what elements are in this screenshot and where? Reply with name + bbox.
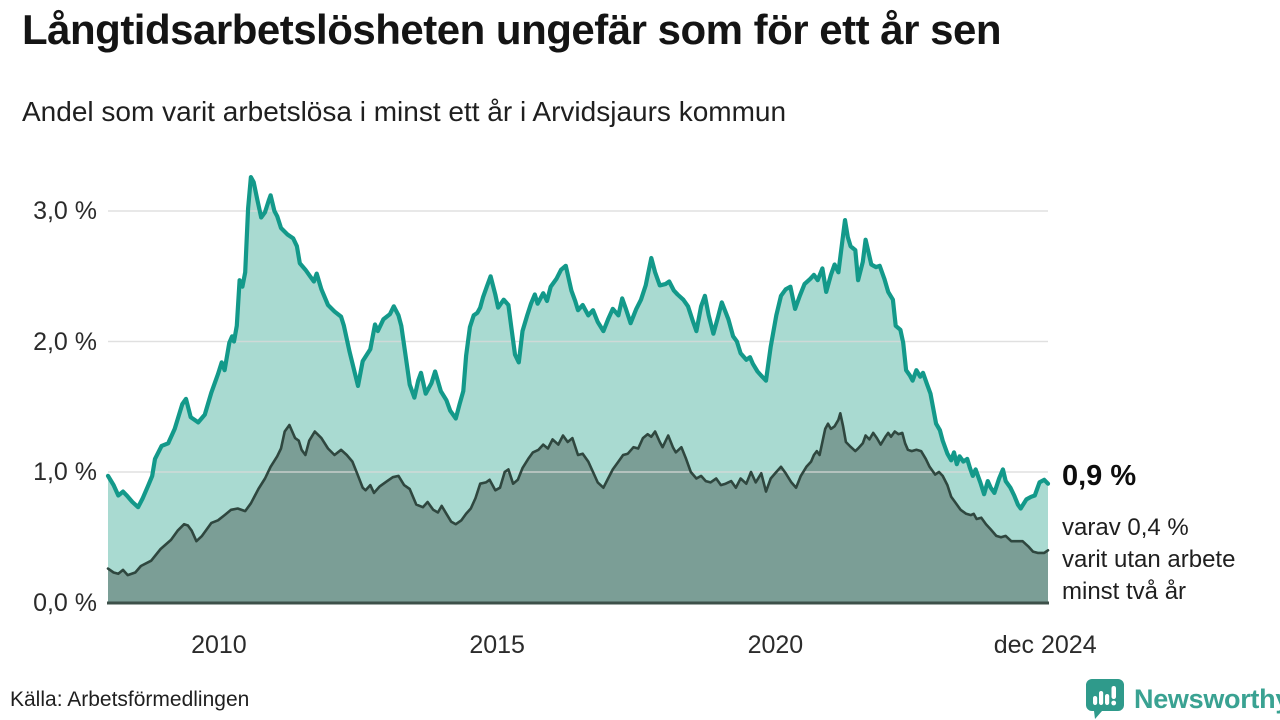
area-fill-min-two-years	[108, 413, 1048, 603]
end-value-detail-line: minst två år	[1062, 578, 1187, 605]
x-tick-label: 2010	[191, 631, 247, 659]
page-title: Långtidsarbetslösheten ungefär som för e…	[22, 6, 1002, 53]
page-subtitle: Andel som varit arbetslösa i minst ett å…	[22, 96, 787, 127]
x-tick-label: 2020	[747, 631, 804, 659]
x-tick-label: dec 2024	[993, 631, 1097, 659]
end-value-label: 0,9 %	[1062, 460, 1137, 492]
bar-chart-speech-bubble-icon	[1086, 679, 1124, 719]
y-tick-label: 3,0 %	[33, 197, 97, 225]
newsworthy-logo: Newsworthy	[1085, 678, 1280, 720]
brand-name: Newsworthy	[1134, 683, 1280, 714]
source-note: Källa: Arbetsförmedlingen	[10, 688, 250, 711]
line-min-two-years	[106, 411, 1050, 577]
y-tick-label: 0,0 %	[33, 588, 97, 617]
x-tick-label: 2015	[469, 631, 525, 659]
line-min-one-year	[105, 175, 1051, 511]
y-tick-label: 1,0 %	[33, 458, 97, 486]
y-tick-label: 2,0 %	[33, 327, 97, 356]
end-value-detail-line: varav 0,4 %	[1062, 514, 1189, 541]
end-value-detail-line: varit utan arbete	[1062, 546, 1236, 573]
end-value-detail: varav 0,4 % varit utan arbete minst två …	[1062, 512, 1235, 608]
